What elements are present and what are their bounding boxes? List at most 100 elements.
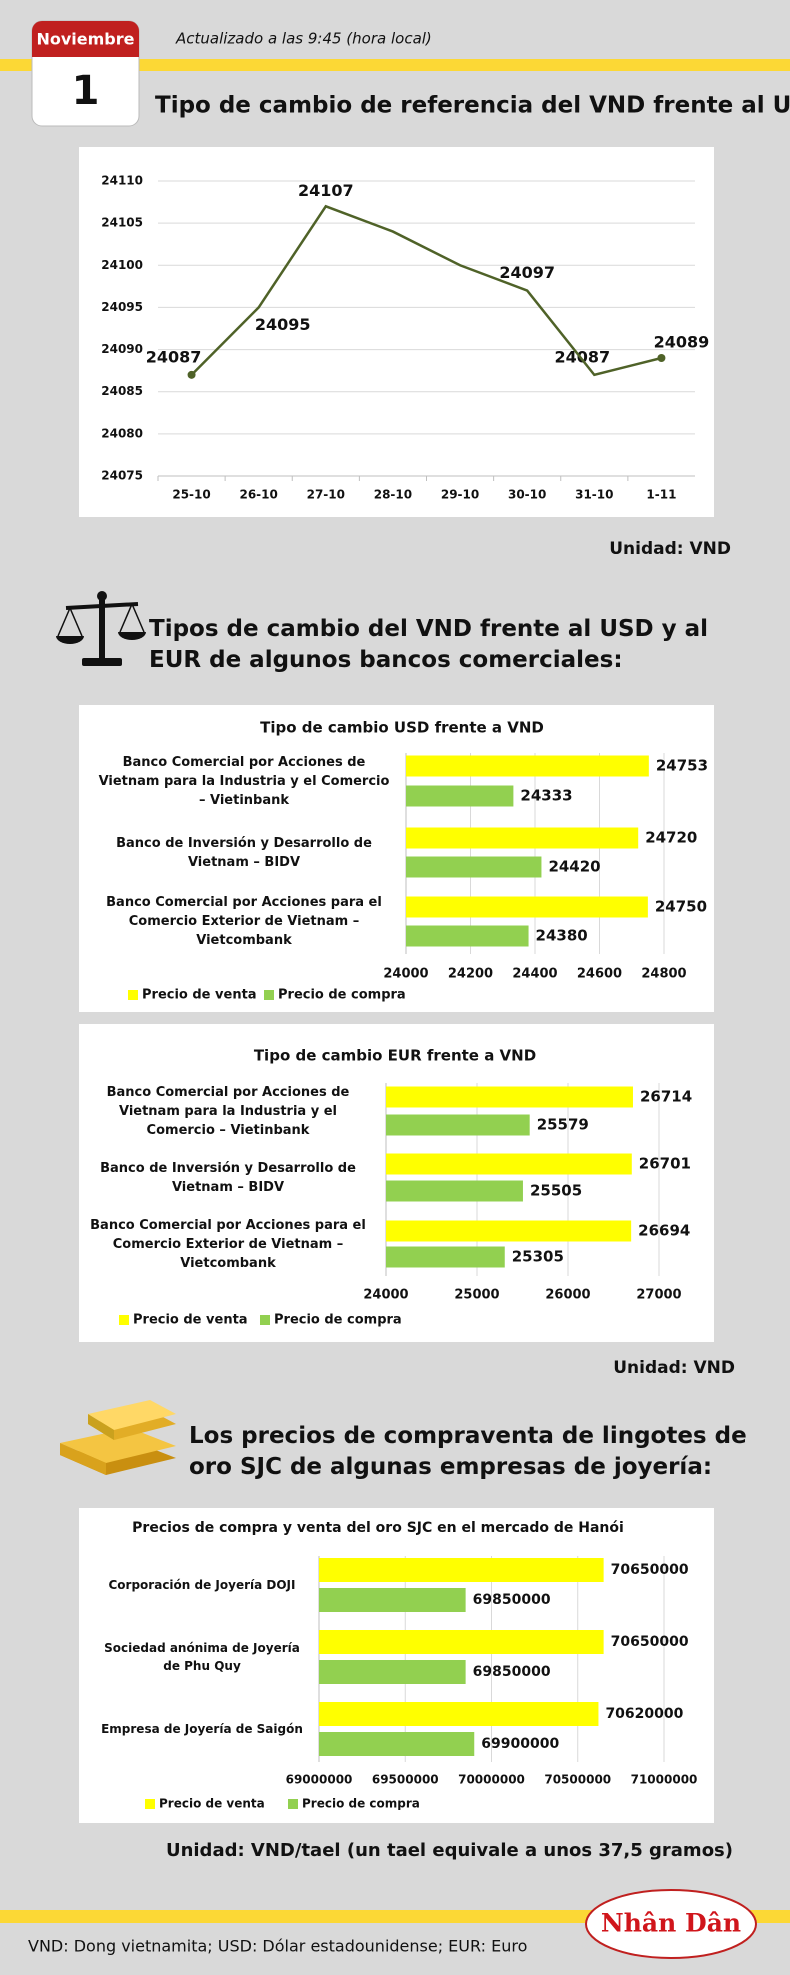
bar bbox=[319, 1732, 475, 1756]
logo-badge bbox=[585, 1889, 757, 1959]
date-badge-top bbox=[32, 21, 139, 57]
unit: Unidad: VND/tael (un tael equivale a uno… bbox=[166, 1840, 733, 1861]
x-tick-label: 31-10 bbox=[575, 488, 613, 502]
bar bbox=[386, 1086, 633, 1108]
x-tick-label: 25000 bbox=[454, 1288, 499, 1303]
gold-icon bbox=[60, 1400, 176, 1475]
section-title: Tipos de cambio del VND frente al USD y … bbox=[149, 616, 709, 673]
data-label: 24750 bbox=[655, 898, 707, 916]
x-tick-label: 26-10 bbox=[239, 488, 277, 502]
data-label: 25305 bbox=[512, 1248, 564, 1266]
bar bbox=[386, 1246, 505, 1268]
section-title: Los precios de compraventa de lingotes d… bbox=[189, 1423, 747, 1480]
y-tick-label: 24090 bbox=[101, 342, 143, 356]
legend-swatch bbox=[119, 1315, 129, 1325]
bar bbox=[319, 1588, 466, 1612]
y-tick-label: 24110 bbox=[101, 174, 143, 188]
x-tick-label: 30-10 bbox=[508, 488, 546, 502]
x-tick-label: 28-10 bbox=[374, 488, 412, 502]
data-label: 24095 bbox=[255, 315, 311, 334]
unit: Unidad: VND bbox=[609, 539, 731, 559]
data-label: 24089 bbox=[654, 333, 710, 352]
updated: Actualizado a las 9:45 (hora local) bbox=[175, 30, 432, 48]
bar bbox=[386, 1220, 632, 1242]
bar bbox=[319, 1660, 466, 1684]
logo: Nhân Dân bbox=[601, 1909, 741, 1938]
data-label: 69850000 bbox=[473, 1592, 551, 1608]
chart-title: Tipo de cambio EUR frente a VND bbox=[254, 1047, 536, 1065]
marker bbox=[187, 370, 196, 379]
data-label: 24087 bbox=[554, 347, 610, 366]
x-tick-label: 24400 bbox=[512, 967, 557, 982]
bar bbox=[406, 896, 648, 918]
data-label: 26694 bbox=[638, 1222, 690, 1240]
bar bbox=[406, 827, 639, 849]
category-label: Banco Comercial por Acciones para el Com… bbox=[90, 1217, 366, 1271]
x-tick-label: 24000 bbox=[363, 1288, 408, 1303]
legend-swatch bbox=[260, 1315, 270, 1325]
legend-swatch bbox=[264, 990, 274, 1000]
legend-label: Precio de compra bbox=[302, 1797, 420, 1811]
x-tick-label: 70000000 bbox=[458, 1773, 525, 1787]
chart-title: Tipo de cambio USD frente a VND bbox=[260, 719, 544, 737]
x-tick-label: 69000000 bbox=[286, 1773, 353, 1787]
x-tick-label: 27000 bbox=[636, 1288, 681, 1303]
x-tick-label: 26000 bbox=[545, 1288, 590, 1303]
bar bbox=[319, 1558, 604, 1582]
x-tick-label: 27-10 bbox=[307, 488, 345, 502]
category-label: Banco de Inversión y Desarrollo de Vietn… bbox=[100, 1160, 356, 1195]
bar bbox=[406, 925, 529, 947]
legend-label: Precio de venta bbox=[159, 1797, 265, 1811]
data-label: 26701 bbox=[639, 1155, 691, 1173]
y-tick-label: 24100 bbox=[101, 258, 143, 272]
data-label: 24720 bbox=[645, 829, 697, 847]
data-label: 70650000 bbox=[611, 1634, 689, 1650]
category-label: Sociedad anónima de Joyería de Phu Quy bbox=[104, 1641, 300, 1673]
data-label: 24420 bbox=[548, 858, 600, 876]
category-label: Banco Comercial por Acciones para el Com… bbox=[106, 895, 382, 948]
data-label: 24097 bbox=[499, 263, 555, 282]
scale-icon bbox=[56, 591, 146, 666]
data-label: 24333 bbox=[520, 787, 572, 805]
data-label: 26714 bbox=[640, 1088, 692, 1106]
data-label: 24107 bbox=[298, 181, 354, 200]
unit: Unidad: VND bbox=[613, 1358, 735, 1378]
x-tick-label: 25-10 bbox=[172, 488, 210, 502]
data-label: 25505 bbox=[530, 1182, 582, 1200]
bar bbox=[386, 1180, 523, 1202]
bar bbox=[386, 1114, 530, 1136]
x-tick-label: 24000 bbox=[383, 967, 428, 982]
bar bbox=[319, 1630, 604, 1654]
month: Noviembre bbox=[36, 30, 134, 49]
legend-label: Precio de venta bbox=[142, 988, 257, 1003]
x-tick-label: 1-11 bbox=[646, 488, 676, 502]
chart-panel bbox=[79, 147, 714, 517]
data-label: 69850000 bbox=[473, 1664, 551, 1680]
bar bbox=[406, 785, 514, 807]
bar bbox=[386, 1153, 632, 1175]
legend-label: Precio de venta bbox=[133, 1313, 248, 1328]
y-tick-label: 24080 bbox=[101, 426, 143, 440]
legend-swatch bbox=[288, 1799, 298, 1809]
y-tick-label: 24085 bbox=[101, 384, 143, 398]
bar bbox=[406, 755, 649, 777]
category-label: Banco de Inversión y Desarrollo de Vietn… bbox=[116, 835, 372, 870]
legend-swatch bbox=[145, 1799, 155, 1809]
x-tick-label: 24600 bbox=[577, 967, 622, 982]
chart-title: Precios de compra y venta del oro SJC en… bbox=[132, 1520, 624, 1536]
y-tick-label: 24105 bbox=[101, 216, 143, 230]
data-label: 24380 bbox=[536, 927, 588, 945]
x-tick-label: 70500000 bbox=[544, 1773, 611, 1787]
y-tick-label: 24095 bbox=[101, 300, 143, 314]
data-label: 69900000 bbox=[481, 1736, 559, 1752]
bar bbox=[406, 856, 542, 878]
bar bbox=[319, 1702, 599, 1726]
line bbox=[190, 204, 662, 377]
data-label: 24753 bbox=[656, 757, 708, 775]
x-tick-label: 71000000 bbox=[631, 1773, 698, 1787]
data-label: 24087 bbox=[146, 347, 202, 366]
category-label: Banco Comercial por Acciones de Vietnam … bbox=[106, 1084, 350, 1138]
data-label: 70620000 bbox=[605, 1706, 683, 1722]
x-tick-label: 24200 bbox=[448, 967, 493, 982]
